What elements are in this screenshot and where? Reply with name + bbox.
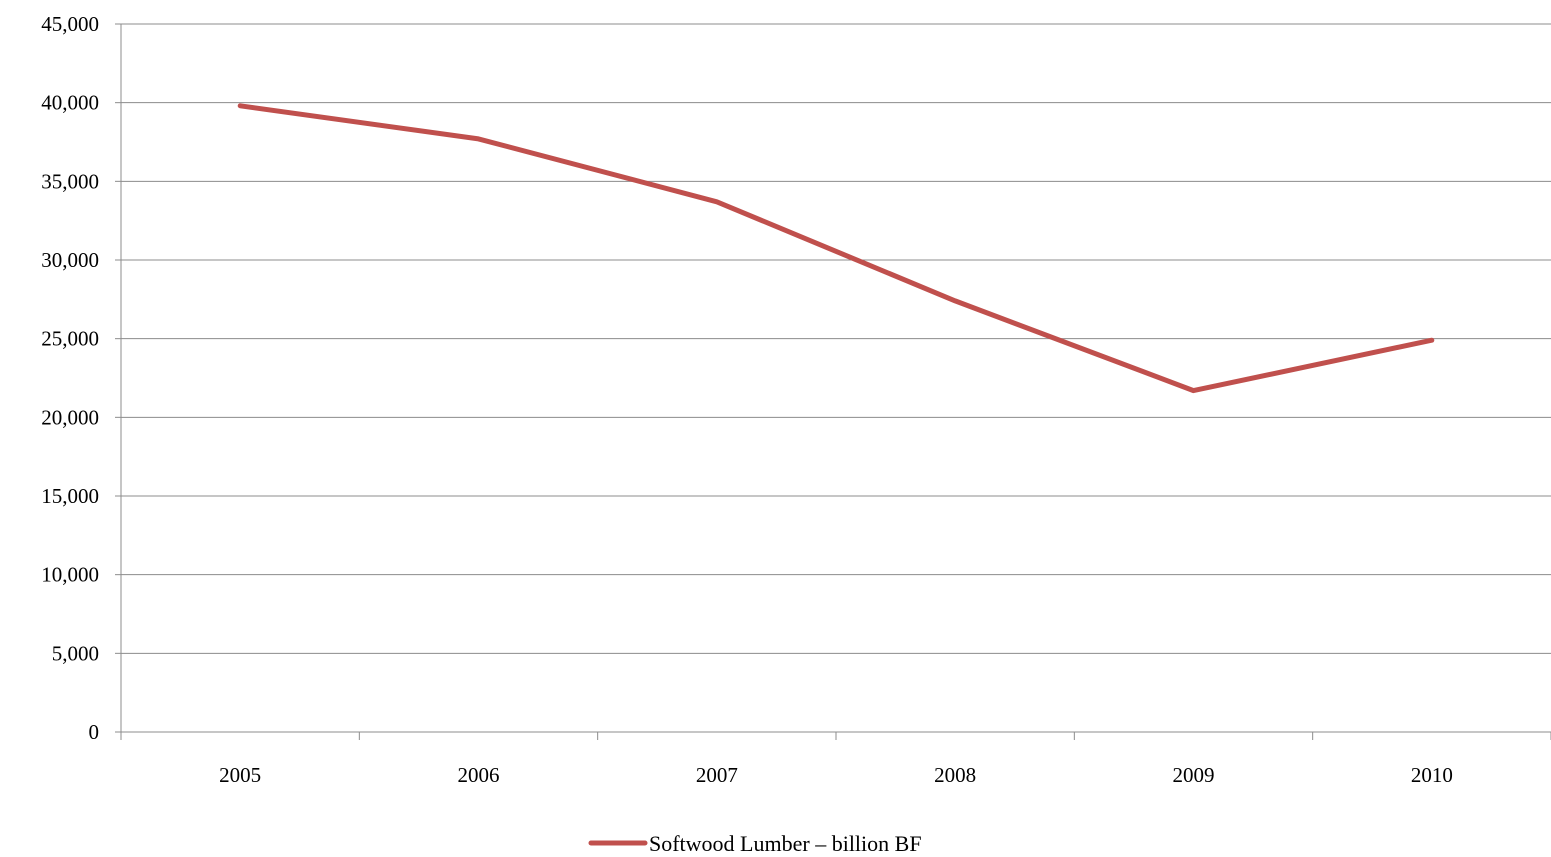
x-tick-label: 2010 xyxy=(1411,763,1453,787)
y-tick-label: 15,000 xyxy=(41,484,99,508)
x-tick-label: 2008 xyxy=(934,763,976,787)
y-tick-label: 20,000 xyxy=(41,405,99,429)
x-tick-label: 2006 xyxy=(458,763,500,787)
x-tick-label: 2009 xyxy=(1173,763,1215,787)
axes xyxy=(115,23,1551,740)
x-tick-label: 2005 xyxy=(219,763,261,787)
y-tick-labels: 0 5,000 10,000 15,000 20,000 25,000 30,000 35,0… xyxy=(41,12,99,744)
y-tick-label: 40,000 xyxy=(41,91,99,115)
y-tick-label: 5,000 xyxy=(52,641,99,665)
y-tick-label: 35,000 xyxy=(41,169,99,193)
y-tick-label: 45,000 xyxy=(41,12,99,36)
legend-label: Softwood Lumber – billion BF xyxy=(649,831,922,856)
x-tick-labels: 2005 2006 2007 2008 2009 2010 xyxy=(219,763,1453,787)
legend: Softwood Lumber – billion BF xyxy=(588,831,922,856)
y-tick-label: 0 xyxy=(89,720,100,744)
series-line xyxy=(237,103,1435,394)
series-lines xyxy=(237,103,1435,394)
gridlines xyxy=(121,23,1551,654)
x-tick-label: 2007 xyxy=(696,763,738,787)
y-tick-label: 25,000 xyxy=(41,327,99,351)
y-tick-label: 10,000 xyxy=(41,563,99,587)
y-tick-label: 30,000 xyxy=(41,248,99,272)
